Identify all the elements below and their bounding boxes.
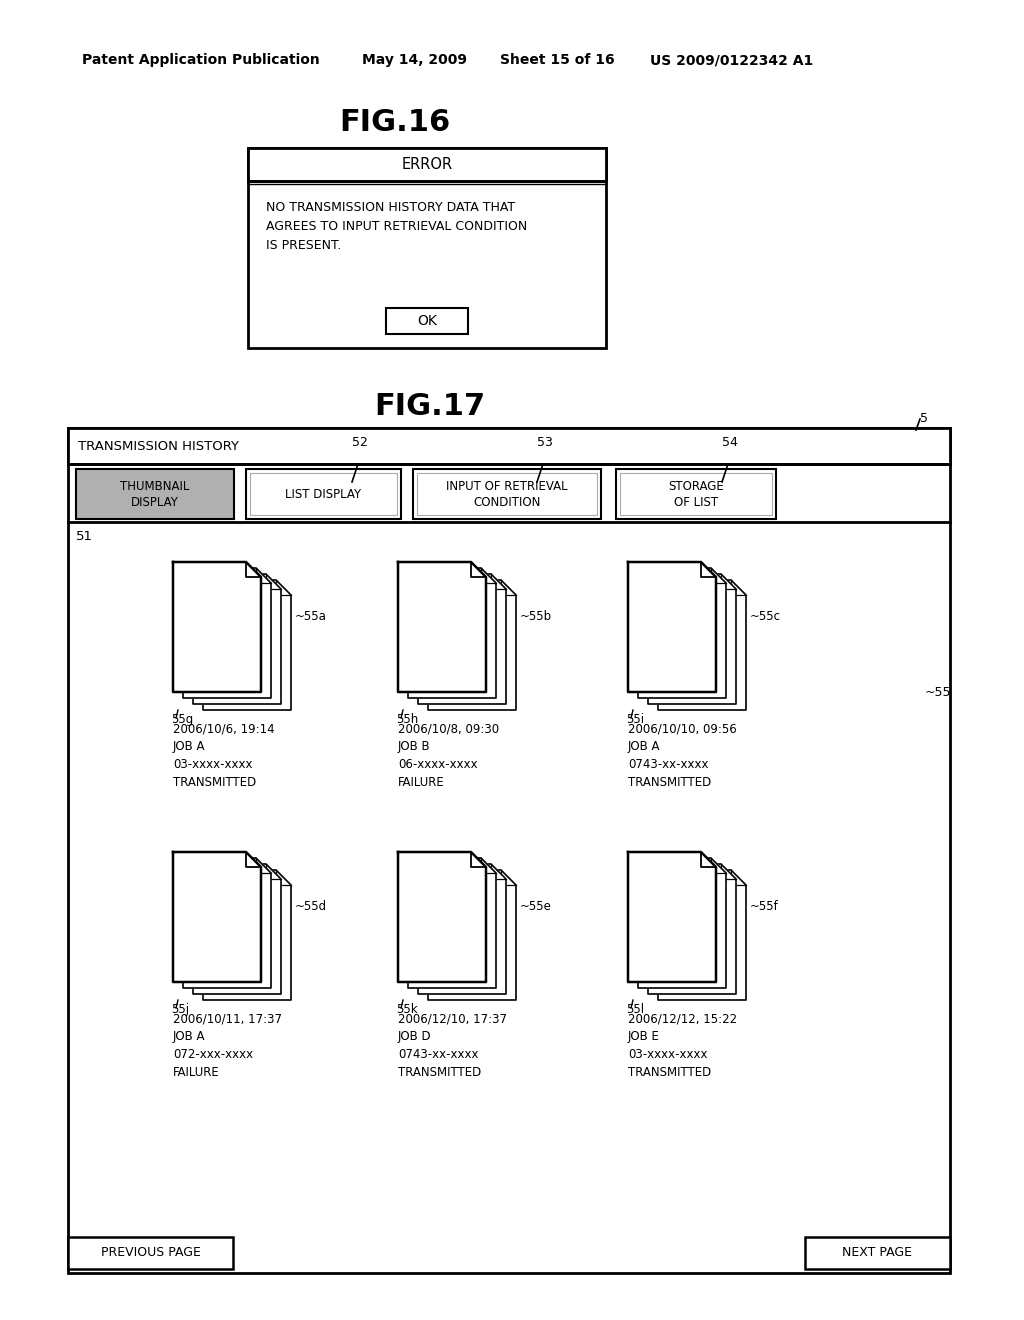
Polygon shape: [418, 574, 506, 704]
Polygon shape: [648, 865, 736, 994]
Bar: [620, 473, 772, 515]
Text: 51: 51: [76, 531, 93, 543]
Text: 2006/12/12, 15:22
JOB E
03-xxxx-xxxx
TRANSMITTED: 2006/12/12, 15:22 JOB E 03-xxxx-xxxx TRA…: [628, 1012, 737, 1078]
Polygon shape: [408, 568, 496, 698]
Text: ERROR: ERROR: [401, 157, 453, 172]
Polygon shape: [638, 568, 726, 698]
Polygon shape: [183, 858, 271, 987]
Text: OK: OK: [417, 314, 437, 327]
Text: 55k: 55k: [396, 1003, 418, 1016]
Bar: [248, 148, 606, 348]
Text: PREVIOUS PAGE: PREVIOUS PAGE: [100, 1246, 201, 1259]
Bar: [805, 1237, 950, 1269]
Text: 55g: 55g: [171, 713, 194, 726]
Polygon shape: [418, 865, 506, 994]
Text: FIG.16: FIG.16: [339, 108, 451, 137]
Polygon shape: [658, 870, 746, 1001]
Polygon shape: [173, 562, 261, 692]
Text: ~55f: ~55f: [750, 900, 778, 913]
Text: 52: 52: [352, 436, 368, 449]
Text: 2006/10/8, 09:30
JOB B
06-xxxx-xxxx
FAILURE: 2006/10/8, 09:30 JOB B 06-xxxx-xxxx FAIL…: [398, 722, 499, 789]
Bar: [417, 473, 597, 515]
Polygon shape: [628, 851, 716, 982]
Text: FIG.17: FIG.17: [375, 392, 485, 421]
Polygon shape: [408, 858, 496, 987]
Polygon shape: [183, 568, 271, 698]
Polygon shape: [648, 574, 736, 704]
Text: Sheet 15 of 16: Sheet 15 of 16: [500, 53, 614, 67]
Text: 2006/12/10, 17:37
JOB D
0743-xx-xxxx
TRANSMITTED: 2006/12/10, 17:37 JOB D 0743-xx-xxxx TRA…: [398, 1012, 507, 1078]
Bar: [386, 308, 468, 334]
Text: ~55: ~55: [925, 685, 951, 698]
Bar: [248, 148, 606, 181]
Polygon shape: [428, 579, 516, 710]
Text: LIST DISPLAY: LIST DISPLAY: [286, 487, 361, 500]
Text: ~55b: ~55b: [520, 610, 552, 623]
Bar: [68, 428, 950, 465]
Bar: [250, 473, 397, 515]
Text: ~55a: ~55a: [295, 610, 327, 623]
Polygon shape: [638, 858, 726, 987]
Polygon shape: [628, 562, 716, 692]
Polygon shape: [193, 574, 281, 704]
Text: NO TRANSMISSION HISTORY DATA THAT: NO TRANSMISSION HISTORY DATA THAT: [266, 201, 515, 214]
Text: ~55d: ~55d: [295, 900, 327, 913]
Text: May 14, 2009: May 14, 2009: [362, 53, 467, 67]
Text: 5: 5: [920, 412, 928, 425]
Text: THUMBNAIL
DISPLAY: THUMBNAIL DISPLAY: [120, 479, 189, 508]
Text: 55i: 55i: [626, 713, 644, 726]
Text: 2006/10/11, 17:37
JOB A
072-xxx-xxxx
FAILURE: 2006/10/11, 17:37 JOB A 072-xxx-xxxx FAI…: [173, 1012, 282, 1078]
Text: TRANSMISSION HISTORY: TRANSMISSION HISTORY: [78, 440, 239, 453]
Text: IS PRESENT.: IS PRESENT.: [266, 239, 341, 252]
Polygon shape: [398, 851, 486, 982]
Text: ~55e: ~55e: [520, 900, 552, 913]
Text: 53: 53: [537, 436, 553, 449]
Bar: [68, 428, 950, 1272]
Text: AGREES TO INPUT RETRIEVAL CONDITION: AGREES TO INPUT RETRIEVAL CONDITION: [266, 220, 527, 234]
Polygon shape: [658, 579, 746, 710]
Polygon shape: [398, 562, 486, 692]
Text: 55h: 55h: [396, 713, 418, 726]
Text: US 2009/0122342 A1: US 2009/0122342 A1: [650, 53, 813, 67]
Text: 55l: 55l: [626, 1003, 644, 1016]
Polygon shape: [193, 865, 281, 994]
Bar: [413, 469, 601, 519]
Text: INPUT OF RETRIEVAL
CONDITION: INPUT OF RETRIEVAL CONDITION: [446, 479, 568, 508]
Text: 2006/10/6, 19:14
JOB A
03-xxxx-xxxx
TRANSMITTED: 2006/10/6, 19:14 JOB A 03-xxxx-xxxx TRAN…: [173, 722, 274, 789]
Text: Patent Application Publication: Patent Application Publication: [82, 53, 319, 67]
Text: 55j: 55j: [171, 1003, 189, 1016]
Bar: [246, 469, 401, 519]
Bar: [68, 1237, 233, 1269]
Text: STORAGE
OF LIST: STORAGE OF LIST: [668, 479, 724, 508]
Text: 2006/10/10, 09:56
JOB A
0743-xx-xxxx
TRANSMITTED: 2006/10/10, 09:56 JOB A 0743-xx-xxxx TRA…: [628, 722, 736, 789]
Polygon shape: [173, 851, 261, 982]
Polygon shape: [203, 870, 291, 1001]
Polygon shape: [428, 870, 516, 1001]
Polygon shape: [203, 579, 291, 710]
Bar: [76, 469, 234, 519]
Text: NEXT PAGE: NEXT PAGE: [843, 1246, 912, 1259]
Text: ~55c: ~55c: [750, 610, 781, 623]
Text: 54: 54: [722, 436, 738, 449]
Bar: [616, 469, 776, 519]
